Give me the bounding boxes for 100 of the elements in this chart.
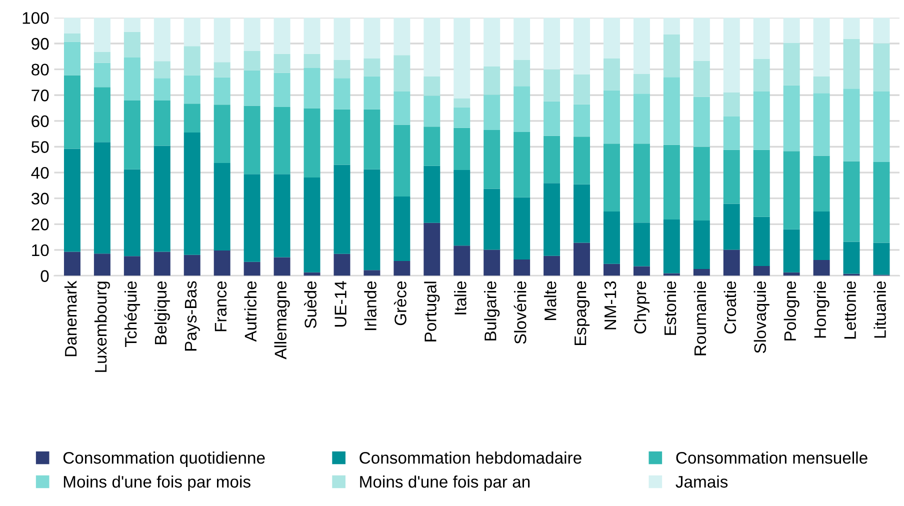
bar xyxy=(244,106,260,174)
bar xyxy=(394,18,410,56)
x-tick-label: NM-13 xyxy=(604,281,616,330)
bar xyxy=(364,18,380,58)
bar xyxy=(454,107,470,128)
bar xyxy=(663,34,680,78)
y-tick-label: 90 xyxy=(32,38,49,50)
bar xyxy=(274,54,290,73)
x-tick-label: Lettonie xyxy=(844,281,856,339)
bar xyxy=(633,74,650,94)
bar xyxy=(813,18,830,76)
bar xyxy=(514,132,530,198)
bar xyxy=(274,107,290,174)
bar xyxy=(693,220,710,270)
x-tick-label: UE-14 xyxy=(334,281,346,327)
x-tick-label: Malte xyxy=(544,281,556,320)
bar xyxy=(484,94,500,130)
bar xyxy=(454,170,470,246)
legend-label: Consommation mensuelle xyxy=(676,452,868,464)
bar xyxy=(394,196,410,262)
bar xyxy=(663,273,680,276)
bar xyxy=(64,33,80,42)
bar xyxy=(424,166,440,223)
bar xyxy=(124,100,140,170)
x-tick-label: Croatie xyxy=(724,281,736,334)
bar xyxy=(783,85,800,152)
bar xyxy=(244,262,260,276)
x-tick-label: Roumanie xyxy=(694,281,706,356)
bar xyxy=(304,54,320,68)
bar xyxy=(454,128,470,170)
bar xyxy=(693,96,710,147)
bar xyxy=(663,220,680,274)
bar xyxy=(813,93,830,156)
bar xyxy=(723,204,740,250)
bar xyxy=(723,150,740,204)
bar xyxy=(334,164,350,254)
bar xyxy=(574,18,590,74)
bar xyxy=(843,38,860,89)
bar xyxy=(304,108,320,178)
y-tick-label: 50 xyxy=(32,141,49,153)
bar xyxy=(154,78,170,101)
bar xyxy=(753,58,770,92)
bar xyxy=(544,69,560,102)
bar xyxy=(214,250,230,276)
x-tick-label: Luxembourg xyxy=(94,282,110,372)
bar xyxy=(424,222,440,276)
bar xyxy=(304,177,320,272)
bar xyxy=(124,32,140,58)
bar xyxy=(484,250,500,276)
x-tick-label: Portugal xyxy=(424,282,440,342)
bar xyxy=(723,250,740,276)
bar xyxy=(783,151,800,230)
bar xyxy=(484,18,500,66)
bar xyxy=(723,116,740,150)
bar xyxy=(574,74,590,104)
bar xyxy=(783,229,800,272)
bar xyxy=(693,60,710,97)
bar xyxy=(753,92,770,150)
legend-label: Moins d'une fois par an xyxy=(360,475,530,491)
bar xyxy=(484,66,500,95)
bar xyxy=(64,42,80,76)
bar xyxy=(813,156,830,212)
bar xyxy=(663,18,680,34)
bar xyxy=(124,18,140,32)
bar xyxy=(693,269,710,276)
bar xyxy=(64,18,80,34)
bar xyxy=(244,174,260,262)
bar xyxy=(873,242,890,275)
x-tick-label: Lituanie xyxy=(874,281,886,338)
x-tick-label: Hongrie xyxy=(814,281,830,338)
bar xyxy=(454,18,470,98)
bar xyxy=(394,124,410,197)
bar xyxy=(394,55,410,92)
bar xyxy=(873,92,890,162)
bar xyxy=(154,100,170,146)
bar xyxy=(843,18,860,39)
x-tick-label: Belgique xyxy=(154,281,170,344)
bar xyxy=(184,75,200,104)
x-tick-label: Irlande xyxy=(364,281,376,330)
bar xyxy=(633,144,650,223)
bar xyxy=(514,197,530,260)
bar xyxy=(873,18,890,44)
y-tick-label: 30 xyxy=(31,192,49,205)
bar xyxy=(214,163,230,250)
bar xyxy=(214,77,230,105)
x-tick-label: Autriche xyxy=(244,281,257,342)
bar xyxy=(244,51,260,70)
bar xyxy=(394,261,410,276)
bar xyxy=(873,43,890,92)
bar xyxy=(603,90,620,144)
bar xyxy=(484,188,500,250)
x-tick-label: Italie xyxy=(454,281,466,314)
bar xyxy=(424,18,440,76)
y-tick-label: 10 xyxy=(32,244,49,256)
x-tick-label: Chypre xyxy=(634,281,650,334)
bar xyxy=(94,18,110,52)
bar xyxy=(304,18,320,54)
bar xyxy=(753,150,770,217)
bar xyxy=(64,148,80,252)
bar xyxy=(124,57,140,101)
